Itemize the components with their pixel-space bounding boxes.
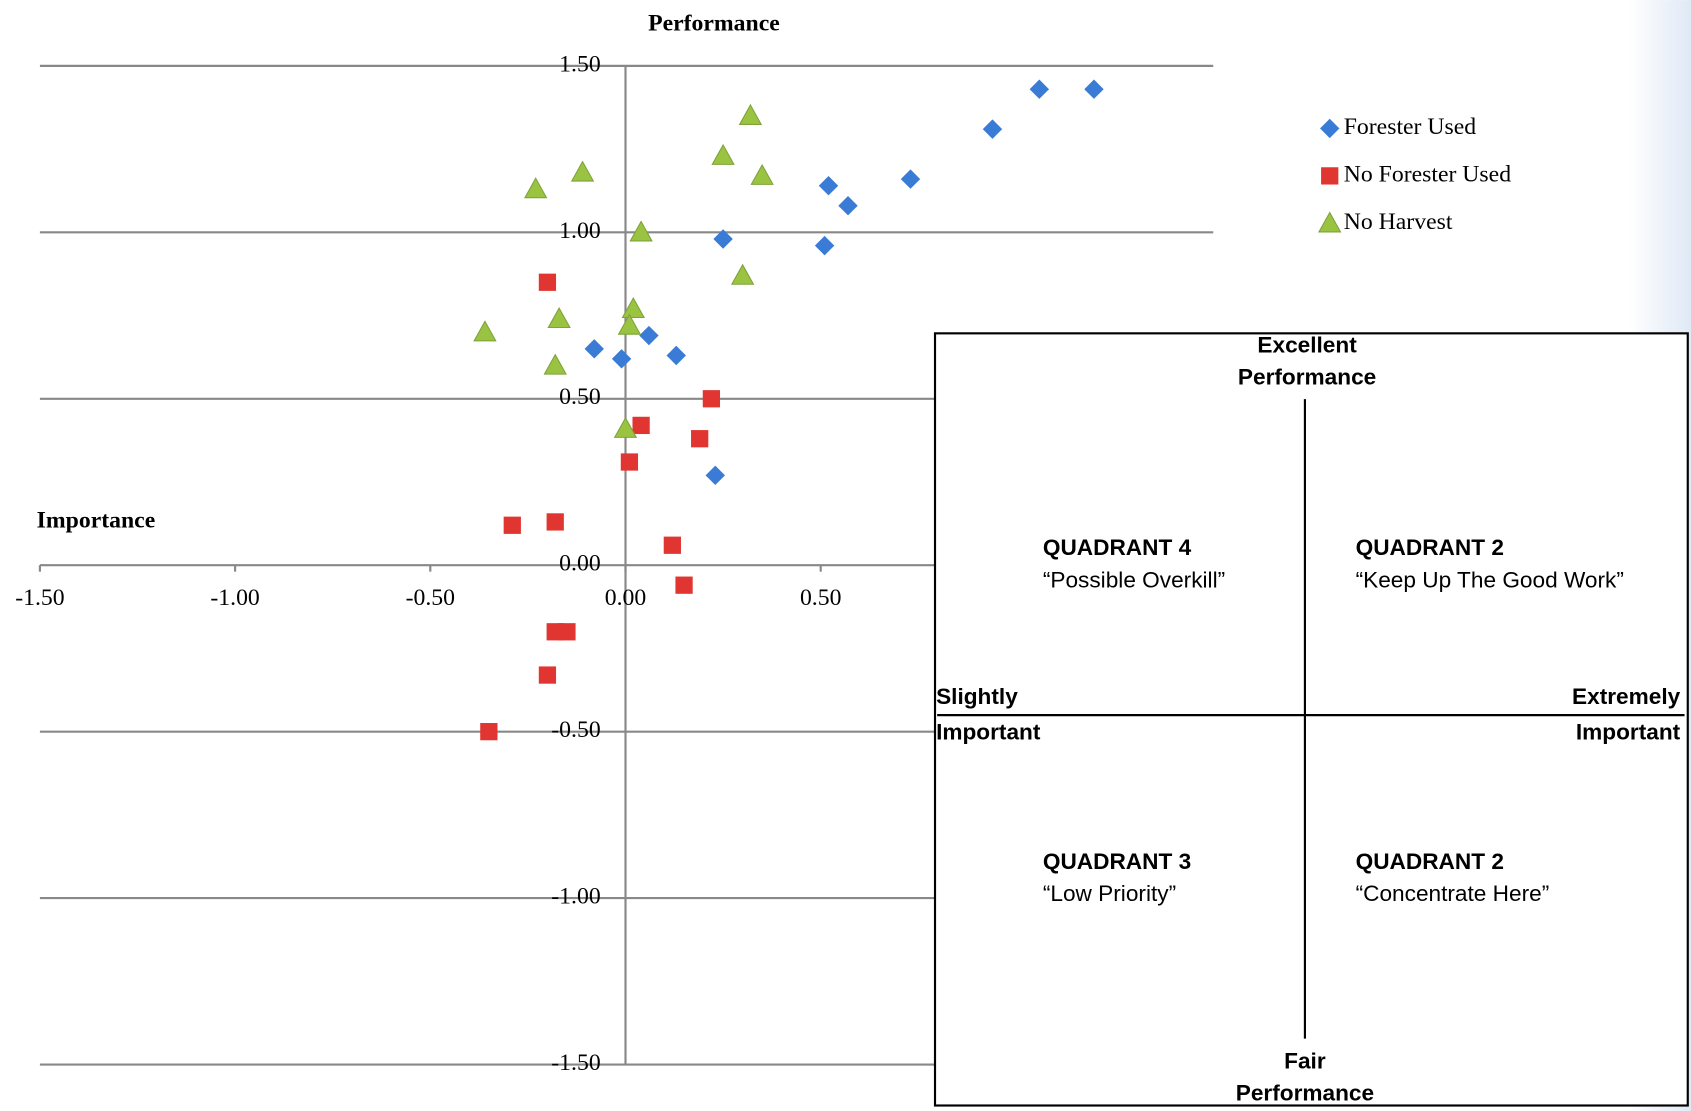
point: [547, 513, 564, 530]
point: [819, 176, 838, 195]
inset-label: QUADRANT 2: [1356, 849, 1504, 874]
inset-label: Extremely: [1572, 684, 1681, 709]
x-tick-label: -1.00: [210, 585, 259, 611]
point: [639, 326, 658, 345]
point: [544, 355, 566, 374]
point: [675, 577, 692, 594]
inset-label: QUADRANT 4: [1043, 535, 1192, 560]
inset-box: [935, 333, 1688, 1105]
point: [1030, 79, 1049, 98]
point: [504, 517, 521, 534]
point: [612, 349, 631, 368]
y-tick-label: 1.00: [559, 218, 601, 244]
inset-label: Fair: [1284, 1048, 1326, 1073]
x-axis-title: Importance: [37, 508, 156, 534]
point: [525, 178, 547, 197]
x-tick-label: -1.50: [15, 585, 64, 611]
point: [983, 119, 1002, 138]
inset-label: Slightly: [936, 684, 1018, 709]
point: [480, 723, 497, 740]
legend-label: Forester Used: [1344, 114, 1477, 140]
inset-label: QUADRANT 3: [1043, 849, 1191, 874]
legend-marker: [1319, 213, 1341, 232]
point: [632, 417, 649, 434]
point: [901, 169, 920, 188]
legend-marker: [1321, 167, 1338, 184]
y-tick-label: -0.50: [551, 717, 600, 743]
inset-label: Important: [936, 719, 1041, 744]
point: [572, 162, 594, 181]
y-tick-label: -1.00: [551, 884, 600, 910]
x-tick-label: 0.00: [605, 585, 647, 611]
y-tick-label: 1.50: [559, 51, 601, 77]
y-tick-label: 0.00: [559, 551, 601, 577]
point: [703, 390, 720, 407]
point: [539, 274, 556, 291]
point: [732, 265, 754, 284]
point: [1084, 79, 1103, 98]
inset-label: “Possible Overkill”: [1043, 567, 1225, 592]
inset-label: QUADRANT 2: [1356, 535, 1504, 560]
chart: Performance Importance -1.50 -1.00 -0.50 0.…: [0, 0, 1691, 1111]
x-tick-label: -0.50: [406, 585, 455, 611]
chart-title: Performance: [648, 10, 780, 36]
point: [474, 321, 496, 340]
inset-label: Important: [1576, 719, 1681, 744]
point: [838, 196, 857, 215]
inset-label: “Keep Up The Good Work”: [1356, 567, 1624, 592]
point: [712, 145, 734, 164]
inset-label: “Low Priority”: [1043, 881, 1176, 906]
point: [740, 105, 762, 124]
point: [691, 430, 708, 447]
legend-marker: [1320, 119, 1339, 138]
point: [664, 537, 681, 554]
legend-label: No Harvest: [1344, 209, 1453, 235]
point: [585, 339, 604, 358]
point: [558, 623, 575, 640]
y-tick-label: -1.50: [551, 1050, 600, 1076]
inset-label: Performance: [1236, 1081, 1374, 1106]
point: [751, 165, 773, 184]
inset-label: Performance: [1238, 365, 1376, 390]
point: [706, 466, 725, 485]
point: [667, 346, 686, 365]
point: [539, 666, 556, 683]
point: [815, 236, 834, 255]
point: [621, 453, 638, 470]
legend-label: No Forester Used: [1344, 161, 1511, 187]
inset-label: “Concentrate Here”: [1356, 881, 1550, 906]
point: [548, 308, 570, 327]
inset-label: Excellent: [1257, 332, 1357, 357]
y-tick-label: 0.50: [559, 384, 601, 410]
x-tick-label: 0.50: [800, 585, 842, 611]
